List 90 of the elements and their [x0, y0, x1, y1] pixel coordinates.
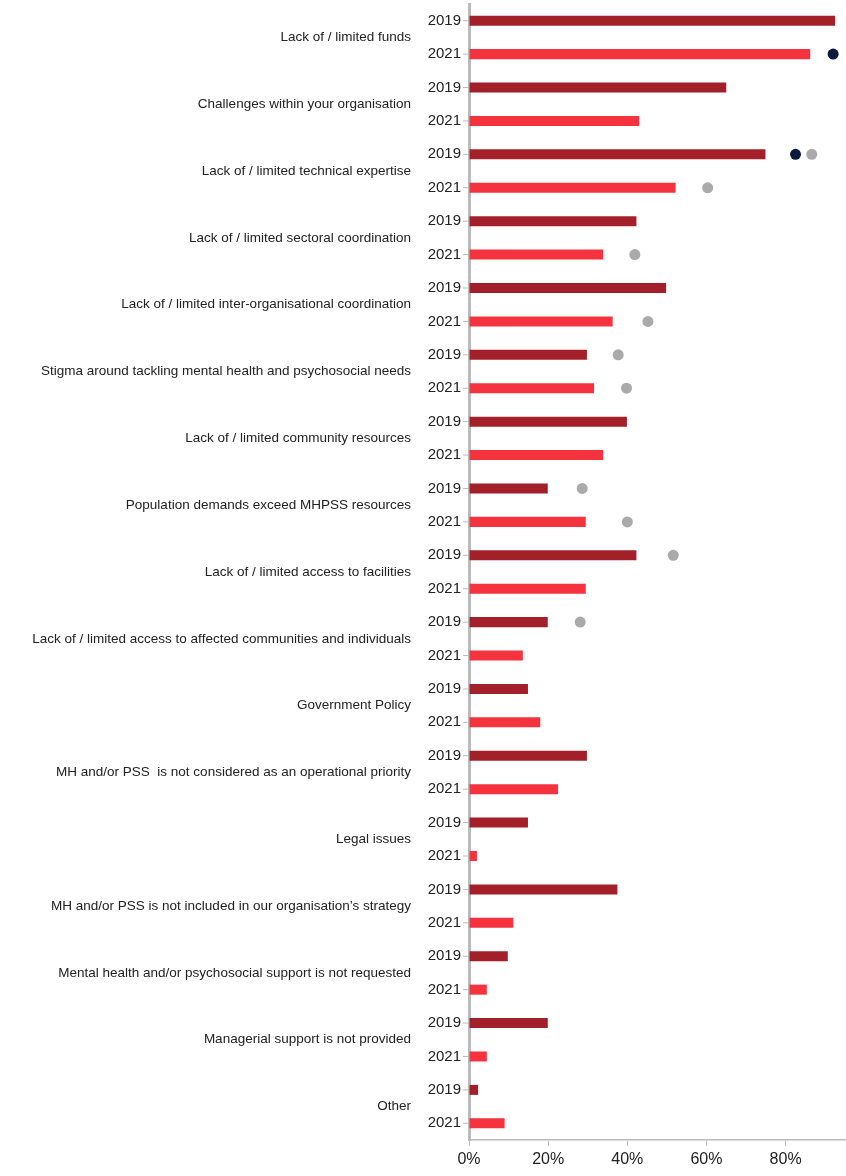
- bar: [469, 683, 528, 694]
- y-tick-label: Stigma around tackling mental health and psychosocial needs: [41, 363, 412, 379]
- series-label: 2021: [427, 44, 461, 62]
- y-tick-label: MH and/or PSS is not included in our organisation’s strategy: [51, 897, 412, 913]
- bar: [469, 750, 587, 761]
- text: 2021: [427, 311, 461, 329]
- y-tick-label: Lack of / limited funds: [280, 29, 412, 45]
- text: 2019: [427, 77, 461, 95]
- text: 2021: [427, 912, 461, 930]
- text: 2021: [427, 512, 461, 530]
- text: 2021: [427, 111, 461, 129]
- bar: [469, 383, 595, 394]
- y-tick-label: Lack of / limited access to facilities: [204, 563, 412, 579]
- bar: [469, 850, 477, 862]
- text: 2021: [427, 846, 461, 864]
- text: 2019: [427, 211, 461, 229]
- bar: [469, 316, 613, 327]
- bar: [469, 49, 811, 60]
- y-tick-label: Managerial support is not provided: [203, 1031, 411, 1047]
- bar: [469, 884, 618, 895]
- x-tick-label: 60%: [690, 1150, 723, 1168]
- y-tick-label: Lack of / limited access to affected communities and individuals: [32, 630, 412, 646]
- bar: [469, 216, 637, 227]
- bar: [469, 416, 627, 427]
- bar: [469, 917, 514, 928]
- text: 2021: [427, 1113, 461, 1131]
- bar: [469, 1018, 548, 1029]
- bar: [469, 984, 487, 995]
- bar: [469, 182, 676, 193]
- y-tick-label: Lack of / limited sectoral coordination: [188, 229, 411, 245]
- bar: [469, 450, 604, 461]
- text: 2019: [427, 545, 461, 563]
- bar: [469, 617, 548, 628]
- bar: [469, 516, 586, 527]
- text: 2019: [427, 478, 461, 496]
- y-tick-label: Lack of / limited inter-organisational coordination: [121, 296, 411, 312]
- x-tick-label: 80%: [769, 1150, 802, 1168]
- bar: [469, 349, 587, 360]
- y-tick-label: Challenges within your organisation: [197, 95, 411, 111]
- x-tick-label: 40%: [611, 1150, 644, 1168]
- series-label: 2019: [427, 10, 461, 28]
- y-tick-label: Government Policy: [296, 697, 412, 713]
- bar: [469, 1051, 487, 1062]
- text: 2019: [427, 278, 461, 296]
- y-tick-label: Population demands exceed MHPSS resources: [125, 496, 412, 512]
- bar: [469, 15, 836, 26]
- y-tick-label: Other: [377, 1098, 412, 1114]
- bar: [469, 817, 528, 828]
- text: 2021: [427, 378, 461, 396]
- text: 2021: [427, 578, 461, 596]
- text: 2019: [427, 745, 461, 763]
- text: 2021: [427, 244, 461, 262]
- text: 2021: [427, 645, 461, 663]
- text: 2021: [427, 779, 461, 797]
- bar: [469, 951, 508, 962]
- text: 2021: [427, 177, 461, 195]
- text: 2019: [427, 812, 461, 830]
- bar: [469, 583, 586, 594]
- text: 2019: [427, 679, 461, 697]
- x-tick-label: 0%: [457, 1150, 481, 1168]
- bar: [469, 717, 541, 728]
- y-tick-label: Lack of / limited community resources: [185, 430, 412, 446]
- text: 2019: [427, 144, 461, 162]
- bar: [469, 650, 523, 661]
- text: 2019: [427, 612, 461, 630]
- bar: [469, 115, 640, 126]
- bar: [469, 483, 548, 494]
- text: 2019: [427, 411, 461, 429]
- bar: [469, 550, 637, 561]
- text: 2019: [427, 344, 461, 362]
- bar: [469, 1084, 479, 1095]
- y-tick-label: Mental health and/or psychosocial support is not requested: [58, 964, 411, 980]
- y-tick-label: MH and/or PSS is not considered as an operational priority: [56, 764, 412, 780]
- bar: [469, 784, 559, 795]
- x-tick-label: 20%: [532, 1150, 565, 1168]
- bar: [469, 249, 604, 260]
- y-tick-label: Lack of / limited technical expertise: [201, 162, 411, 178]
- bar: [469, 1118, 505, 1129]
- y-tick-label: Legal issues: [335, 831, 412, 847]
- text: 2019: [427, 879, 461, 897]
- bar: [469, 82, 727, 93]
- text: 2021: [427, 1046, 461, 1064]
- bar: [469, 149, 766, 160]
- text: 2021: [427, 445, 461, 463]
- text: 2021: [427, 979, 461, 997]
- text: 2021: [427, 712, 461, 730]
- text: 2019: [427, 1080, 461, 1098]
- bar: [469, 282, 667, 294]
- text: 2019: [427, 946, 461, 964]
- text: 2019: [427, 1013, 461, 1031]
